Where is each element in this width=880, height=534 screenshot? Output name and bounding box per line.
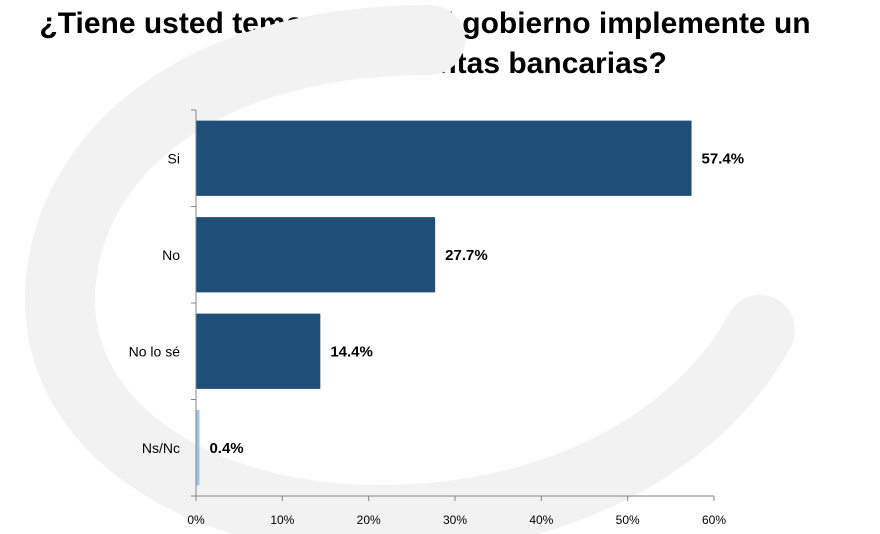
x-tick-label: 10% — [270, 513, 294, 527]
bar-2 — [196, 217, 436, 293]
value-label: 57.4% — [702, 150, 745, 167]
bar-3 — [196, 313, 321, 389]
x-tick-label: 0% — [187, 513, 205, 527]
x-tick-label: 40% — [529, 513, 553, 527]
labels-group: Si 57.4% No 27.7% No lo sé 14.4% Ns/Nc 0.4% 0% 10… — [129, 150, 744, 527]
bar-1 — [196, 120, 692, 196]
x-tick-label: 50% — [616, 513, 640, 527]
category-label: No — [162, 247, 180, 263]
category-label: Ns/Nc — [142, 440, 180, 456]
axes-group — [191, 109, 715, 501]
x-tick-label: 60% — [702, 513, 726, 527]
x-tick-label: 20% — [357, 513, 381, 527]
watermark-logo — [24, 5, 795, 534]
category-label: No lo sé — [129, 343, 181, 359]
watermark-arc — [24, 5, 795, 534]
x-tick-label: 30% — [443, 513, 467, 527]
category-label: Si — [168, 150, 180, 166]
value-label: 0.4% — [209, 440, 243, 457]
bars-group — [196, 120, 692, 486]
bar-4 — [196, 410, 200, 486]
value-label: 27.7% — [445, 247, 488, 264]
value-label: 14.4% — [330, 343, 373, 360]
